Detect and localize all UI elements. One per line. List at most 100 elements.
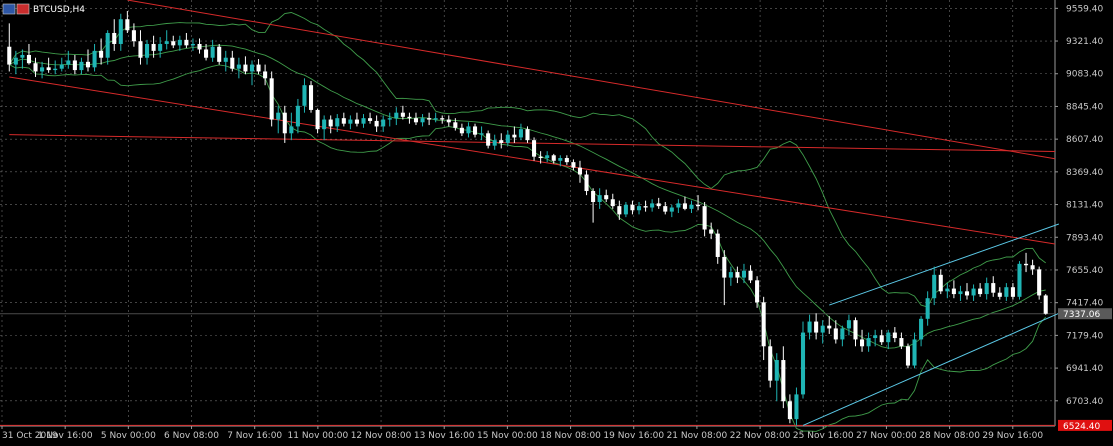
x-tick-label: 21 Nov 08:00	[667, 431, 728, 441]
candle-bear	[33, 63, 38, 72]
candle-bull	[381, 119, 386, 127]
currency-flag-icon	[16, 3, 30, 15]
candle-bull	[820, 325, 825, 333]
candle-bear	[99, 50, 104, 58]
candle-bull	[276, 112, 281, 120]
candle-bull	[886, 332, 891, 343]
candle-bear	[525, 129, 530, 141]
candle-bull	[741, 270, 747, 278]
candle-bear	[938, 274, 943, 292]
candle-bull	[597, 195, 602, 203]
y-tick-label: 9083.40	[1066, 70, 1103, 80]
candle-bear	[951, 288, 956, 295]
candle-bull	[295, 105, 300, 127]
candle-bull	[387, 118, 392, 120]
candle-bull	[118, 19, 123, 44]
candle-bear	[374, 120, 379, 127]
candle-bear	[827, 325, 832, 329]
candle-bull	[505, 134, 510, 143]
candle-bull	[689, 204, 694, 209]
y-tick-label: 7417.40	[1066, 299, 1103, 309]
candle-bear	[230, 57, 235, 69]
candle-bull	[912, 339, 917, 366]
current-price-tag: 7337.06	[1058, 308, 1112, 320]
candle-bear	[459, 127, 464, 134]
x-tick-label: 28 Nov 08:00	[919, 431, 980, 441]
candle-bear	[630, 204, 635, 211]
candle-bear	[584, 174, 589, 192]
candle-bull	[919, 318, 924, 340]
candle-bear	[308, 85, 314, 110]
candle-bull	[774, 360, 779, 381]
candle-bear	[978, 288, 983, 295]
candle-bear	[617, 206, 622, 215]
candle-bull	[971, 288, 976, 296]
candle-bear	[112, 32, 117, 44]
y-tick-label: 9559.40	[1066, 4, 1103, 14]
candle-bear	[453, 122, 458, 128]
candle-bull	[636, 206, 642, 211]
candle-bear	[171, 41, 176, 46]
candle-bear	[682, 203, 687, 209]
candle-bull	[361, 118, 366, 124]
candle-bear	[440, 118, 445, 120]
candle-bear	[761, 302, 766, 347]
candle-bear	[368, 118, 373, 121]
symbol-flag-icon	[2, 3, 16, 15]
y-tick-label: 7179.40	[1066, 331, 1103, 341]
candle-bull	[20, 54, 25, 58]
candle-bull	[545, 155, 550, 159]
candle-bear	[217, 46, 222, 62]
candle-bear	[787, 401, 792, 420]
candle-bull	[558, 158, 563, 161]
candle-bear	[413, 118, 419, 123]
candle-bear	[499, 140, 504, 143]
x-tick-label: 22 Nov 08:00	[730, 431, 791, 441]
candle-bear	[151, 43, 156, 51]
x-tick-label: 6 Nov 08:00	[164, 431, 219, 441]
x-tick-label: 29 Nov 16:00	[982, 431, 1043, 441]
candle-bear	[964, 291, 970, 296]
channel-lower	[802, 312, 1060, 426]
candle-bear	[833, 328, 838, 340]
y-tick-label: 8369.40	[1066, 168, 1103, 178]
candle-bull	[984, 283, 989, 295]
candle-bear	[204, 49, 209, 58]
candle-bear	[551, 155, 556, 161]
candle-bear	[1024, 263, 1029, 266]
candle-bear	[85, 61, 91, 68]
y-tick-label: 6941.40	[1066, 364, 1103, 374]
candle-bull	[190, 43, 195, 46]
candle-bear	[243, 64, 248, 72]
candle-bull	[728, 272, 733, 278]
channel-upper	[829, 223, 1060, 306]
candle-bull	[322, 119, 327, 130]
candle-bear	[1030, 265, 1035, 270]
candle-bear	[446, 119, 451, 123]
candle-bull	[53, 68, 58, 71]
candle-bear	[26, 54, 31, 64]
x-tick-label: 19 Nov 16:00	[603, 431, 664, 441]
candle-bull	[466, 126, 471, 134]
candle-bull	[958, 291, 963, 295]
y-tick-label: 8131.40	[1066, 201, 1103, 211]
x-tick-label: 7 Nov 16:00	[227, 431, 282, 441]
candle-bear	[72, 60, 77, 71]
candle-bull	[13, 57, 18, 65]
candle-bear	[610, 199, 615, 207]
candle-bear	[748, 270, 753, 281]
symbol-label: BTCUSD,H4	[33, 5, 85, 15]
candle-bull	[840, 328, 845, 340]
trendline-middle	[9, 76, 1056, 245]
candle-bull	[210, 46, 215, 58]
candle-bull	[794, 394, 799, 420]
candle-bear	[905, 346, 910, 366]
candle-bear	[997, 292, 1002, 297]
candle-bear	[269, 78, 274, 120]
candle-bear	[892, 332, 897, 339]
candle-bear	[564, 158, 569, 163]
candle-bear	[735, 272, 740, 278]
y-tick-label: 7893.40	[1066, 233, 1103, 243]
